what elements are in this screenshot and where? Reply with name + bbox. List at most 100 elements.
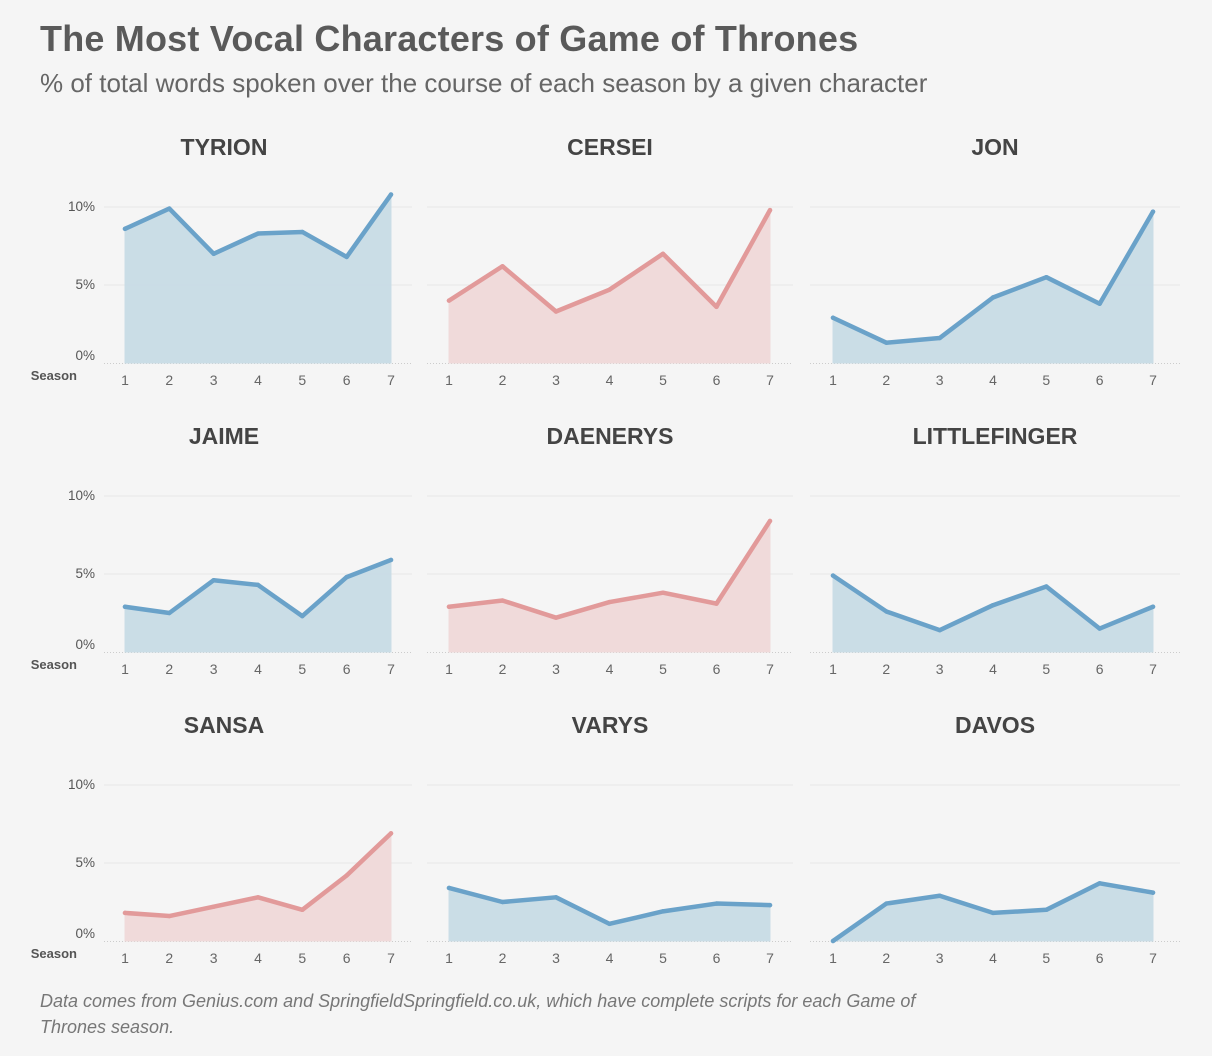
x-tick-label: 7 [387, 661, 395, 677]
data-point-s2 [884, 340, 889, 345]
data-point-s2 [167, 913, 172, 919]
chart-title: The Most Vocal Characters of Game of Thr… [40, 18, 859, 59]
x-tick-label: 2 [165, 661, 173, 677]
x-tick-label: 1 [829, 950, 837, 966]
x-tick-label: 2 [165, 950, 173, 966]
x-tick-label: 3 [552, 372, 560, 388]
x-tick-label: 3 [210, 950, 218, 966]
x-tick-label: 3 [552, 661, 560, 677]
data-point-s6 [1097, 881, 1102, 886]
x-tick-label: 4 [989, 372, 997, 388]
x-tick-label: 4 [606, 372, 614, 388]
series-area [448, 209, 771, 364]
x-tick-label: 7 [387, 372, 395, 388]
data-point-s7 [767, 207, 773, 213]
data-point-s5 [1044, 907, 1049, 912]
panel-daenerys: DAENERYS 1 2 3 4 5 6 7 [427, 423, 793, 677]
data-point-s3 [553, 615, 559, 620]
panel-tyrion: TYRION 1 2 3 4 5 6 7 0% 5% 10% Season [31, 134, 412, 388]
series-area [124, 192, 392, 364]
data-point-s1 [830, 315, 836, 320]
data-point-s3 [937, 335, 942, 341]
y-tick-label: 0% [75, 348, 95, 363]
panel-title: TYRION [181, 134, 268, 160]
data-point-s4 [255, 231, 261, 236]
data-point-s1 [830, 573, 836, 578]
x-axis-label: Season [31, 368, 77, 383]
data-point-s5 [1044, 584, 1049, 589]
data-point-s4 [607, 599, 612, 605]
panel-title: LITTLEFINGER [913, 423, 1078, 449]
x-tick-label: 3 [936, 950, 944, 966]
data-point-s7 [1150, 604, 1156, 609]
data-point-s2 [500, 899, 505, 905]
data-point-s7 [767, 902, 773, 908]
x-tick-label: 4 [606, 950, 614, 966]
data-point-s3 [937, 627, 942, 633]
data-point-s3 [211, 578, 216, 583]
data-point-s2 [884, 901, 889, 906]
x-tick-label: 2 [882, 661, 890, 677]
y-tick-label: 10% [68, 488, 95, 503]
series-area [448, 519, 771, 653]
panel-davos: DAVOS 1 2 3 4 5 6 7 [810, 712, 1180, 966]
x-tick-label: 6 [713, 661, 721, 677]
x-tick-label: 6 [1096, 950, 1104, 966]
data-point-s4 [607, 921, 612, 927]
data-point-s5 [660, 909, 666, 914]
data-point-s6 [714, 304, 719, 310]
x-tick-label: 1 [445, 372, 453, 388]
y-tick-label: 10% [68, 777, 95, 792]
data-point-s2 [167, 206, 172, 211]
x-tick-label: 6 [343, 950, 351, 966]
x-tick-label: 7 [766, 661, 774, 677]
data-point-s6 [714, 901, 719, 906]
x-tick-label: 4 [989, 661, 997, 677]
data-point-s5 [1044, 275, 1049, 280]
data-point-s4 [990, 910, 996, 916]
x-tick-label: 7 [387, 950, 395, 966]
series-area [832, 574, 1154, 653]
data-point-s4 [607, 287, 612, 292]
data-point-s6 [1097, 626, 1102, 631]
x-tick-label: 1 [445, 950, 453, 966]
data-point-s5 [660, 590, 666, 595]
x-axis-label: Season [31, 946, 77, 961]
data-point-s3 [553, 309, 559, 314]
panel-title: DAENERYS [547, 423, 674, 449]
y-tick-label: 5% [75, 277, 95, 292]
panel-littlefinger: LITTLEFINGER 1 2 3 4 5 6 7 [810, 423, 1180, 677]
data-point-s2 [167, 610, 172, 616]
x-tick-label: 4 [254, 950, 262, 966]
footnote: Data comes from Genius.com and Springfie… [40, 991, 916, 1037]
data-point-s4 [990, 295, 996, 300]
data-point-s6 [344, 254, 349, 260]
x-tick-label: 6 [713, 372, 721, 388]
x-tick-label: 7 [766, 372, 774, 388]
data-point-s3 [211, 251, 216, 256]
data-point-s4 [255, 895, 261, 900]
x-tick-label: 2 [499, 950, 507, 966]
x-tick-label: 4 [989, 950, 997, 966]
series-area [448, 887, 771, 942]
data-point-s5 [300, 229, 305, 235]
data-point-s4 [990, 603, 996, 608]
x-tick-label: 1 [121, 950, 129, 966]
data-point-s7 [767, 518, 773, 524]
data-point-s2 [500, 598, 505, 603]
panel-sansa: SANSA 1 2 3 4 5 6 7 0% 5% 10% Season [31, 712, 412, 966]
data-point-s7 [388, 831, 394, 836]
x-tick-label: 6 [343, 372, 351, 388]
x-tick-label: 3 [210, 372, 218, 388]
x-tick-label: 2 [499, 661, 507, 677]
data-point-s5 [300, 613, 305, 619]
x-tick-label: 5 [659, 950, 667, 966]
x-tick-label: 5 [1042, 372, 1050, 388]
x-tick-label: 3 [936, 372, 944, 388]
panel-title: JON [971, 134, 1018, 160]
y-tick-label: 5% [75, 566, 95, 581]
panel-jon: JON 1 2 3 4 5 6 7 [810, 134, 1180, 388]
x-axis-label: Season [31, 657, 77, 672]
chart-subtitle: % of total words spoken over the course … [40, 68, 928, 98]
